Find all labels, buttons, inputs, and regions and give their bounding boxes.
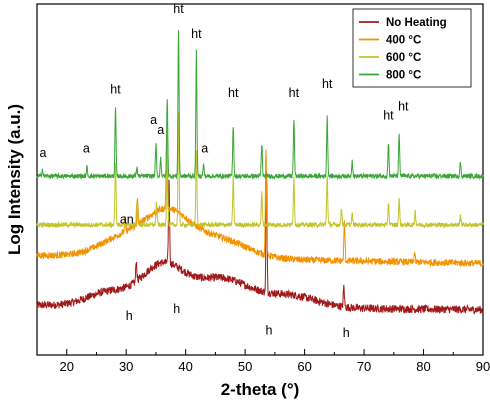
series-line-0 bbox=[36, 171, 484, 315]
peak-label: ht bbox=[383, 108, 394, 122]
peak-label: h bbox=[343, 326, 350, 340]
peak-label: h bbox=[265, 324, 272, 338]
legend-label: 800 °C bbox=[386, 70, 421, 82]
peak-label: ht bbox=[228, 86, 239, 100]
peak-label: an bbox=[120, 213, 134, 227]
x-tick-label: 20 bbox=[59, 359, 73, 374]
x-tick-label: 40 bbox=[178, 359, 192, 374]
peak-label: a bbox=[157, 123, 164, 137]
legend-label: 600 °C bbox=[386, 52, 421, 64]
peak-label: a bbox=[83, 141, 90, 155]
x-tick-label: 70 bbox=[357, 359, 371, 374]
x-tick-label: 50 bbox=[238, 359, 252, 374]
legend: No Heating 400 °C 600 °C 800 °C bbox=[352, 8, 472, 88]
peak-label: a bbox=[39, 146, 46, 160]
x-tick-label: 30 bbox=[119, 359, 133, 374]
x-axis: 20 30 40 50 60 70 80 90 bbox=[36, 349, 490, 374]
x-tick-label: 60 bbox=[297, 359, 311, 374]
peak-label: ht bbox=[289, 86, 300, 100]
legend-label: No Heating bbox=[386, 17, 447, 29]
peak-label: h bbox=[173, 302, 180, 316]
peak-label: a bbox=[201, 141, 208, 155]
series-line-3 bbox=[36, 30, 484, 181]
series-line-2 bbox=[36, 112, 484, 229]
legend-label: 400 °C bbox=[386, 35, 421, 47]
plot-frame bbox=[36, 3, 484, 356]
x-axis-title: 2-theta (°) bbox=[221, 380, 300, 399]
x-tick-label: 80 bbox=[416, 359, 430, 374]
x-tick-label: 90 bbox=[476, 359, 490, 374]
peak-label: ht bbox=[173, 2, 184, 16]
series-line-1 bbox=[36, 132, 484, 268]
traces bbox=[36, 30, 484, 315]
peak-label: ht bbox=[191, 27, 202, 41]
peak-label: ht bbox=[398, 99, 409, 113]
peak-label: ht bbox=[322, 77, 333, 91]
peak-label: ht bbox=[110, 82, 121, 96]
y-axis-title: Log Intensity (a.u.) bbox=[5, 104, 24, 255]
peak-label: a bbox=[150, 113, 157, 127]
peak-label: h bbox=[126, 309, 133, 323]
